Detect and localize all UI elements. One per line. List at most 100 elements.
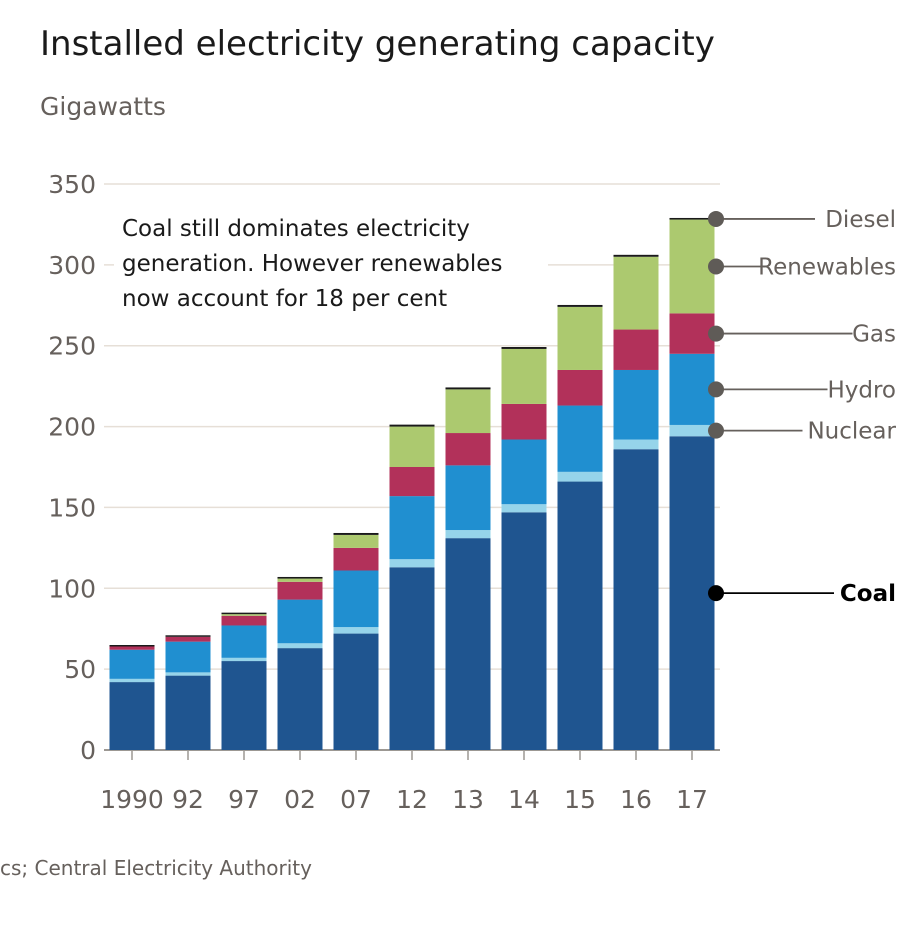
y-tick-label: 300 — [48, 251, 96, 280]
bar-segment-diesel — [501, 347, 547, 349]
x-tick-label: 12 — [396, 785, 428, 814]
bar-segment-nuclear — [109, 678, 155, 683]
legend-dot-hydro — [708, 381, 724, 398]
legend-dot-gas — [708, 325, 724, 342]
x-tick-label: 13 — [452, 785, 484, 814]
bar-segment-gas — [669, 313, 715, 354]
bar-segment-coal — [389, 567, 435, 750]
annotation-line: generation. However renewables — [122, 251, 502, 277]
bar-segment-hydro — [557, 405, 603, 472]
bar-segment-coal — [277, 648, 323, 750]
bar-segment-renewables — [389, 426, 435, 467]
legend-dot-coal — [708, 585, 724, 602]
bar-segment-diesel — [557, 304, 603, 307]
x-tick-label: 97 — [228, 785, 260, 814]
source-note: cs; Central Electricity Authority — [0, 856, 312, 880]
bar-segment-coal — [109, 682, 155, 750]
bar-segment-renewables — [333, 534, 379, 548]
bar-segment-coal — [613, 449, 659, 750]
bar-segment-gas — [557, 369, 603, 406]
x-tick-label: 16 — [620, 785, 652, 814]
legend-label-coal: Coal — [840, 581, 896, 607]
legend-dot-nuclear — [708, 422, 724, 439]
bar-segment-gas — [333, 547, 379, 571]
bar-segment-diesel — [613, 254, 659, 257]
legend-dot-renewables — [708, 258, 724, 275]
bar-segment-diesel — [277, 576, 323, 579]
annotation-background — [114, 206, 548, 312]
y-tick-label: 0 — [80, 736, 96, 765]
bar-segment-renewables — [669, 219, 715, 314]
legend-label-hydro: Hydro — [827, 377, 896, 403]
bar-segment-coal — [557, 481, 603, 750]
bar-segment-diesel — [109, 645, 155, 647]
bar-segment-nuclear — [501, 504, 547, 513]
bar-segment-renewables — [501, 348, 547, 404]
bar-segment-hydro — [165, 641, 211, 673]
bar-segment-hydro — [669, 353, 715, 425]
bar-segment-renewables — [557, 306, 603, 370]
bar-segment-gas — [389, 467, 435, 497]
y-tick-label: 250 — [48, 332, 96, 361]
bar-segment-diesel — [165, 635, 211, 637]
legend-label-renewables: Renewables — [758, 254, 896, 280]
bar-segment-diesel — [389, 424, 435, 427]
bar-segment-nuclear — [557, 471, 603, 482]
legend-label-nuclear: Nuclear — [807, 419, 896, 445]
x-tick-label: 15 — [564, 785, 596, 814]
bar-segment-diesel — [221, 612, 267, 615]
y-tick-label: 50 — [64, 655, 96, 684]
bar-segment-gas — [613, 329, 659, 370]
annotation-line: now account for 18 per cent — [122, 286, 447, 312]
chart-subtitle: Gigawatts — [40, 92, 166, 121]
bar-segment-diesel — [669, 217, 715, 220]
x-tick-label: 92 — [172, 785, 204, 814]
x-tick-label: 1990 — [100, 785, 164, 814]
bar-segment-nuclear — [221, 657, 267, 662]
x-tick-label: 02 — [284, 785, 316, 814]
bar-segment-hydro — [333, 570, 379, 628]
bar-segment-coal — [333, 633, 379, 750]
x-tick-label: 17 — [676, 785, 708, 814]
bar-segment-coal — [165, 675, 211, 750]
bar-segment-coal — [221, 661, 267, 750]
bar-segment-gas — [165, 636, 211, 642]
x-tick-label: 07 — [340, 785, 372, 814]
legend-label-gas: Gas — [852, 322, 896, 348]
legend-label-diesel: Diesel — [825, 207, 896, 233]
annotation-line: Coal still dominates electricity — [122, 216, 470, 242]
bar-segment-nuclear — [389, 559, 435, 568]
y-tick-label: 350 — [48, 170, 96, 199]
bar-segment-coal — [669, 436, 715, 750]
bar-segment-hydro — [277, 599, 323, 644]
bar-segment-nuclear — [333, 627, 379, 634]
bar-segment-hydro — [109, 649, 155, 679]
bar-segment-gas — [501, 403, 547, 440]
y-tick-label: 150 — [48, 493, 96, 522]
bar-segment-renewables — [277, 578, 323, 582]
bar-segment-gas — [277, 581, 323, 600]
chart-title: Installed electricity generating capacit… — [40, 24, 715, 64]
bar-segment-renewables — [445, 389, 491, 434]
bar-segment-hydro — [613, 369, 659, 440]
y-tick-label: 100 — [48, 574, 96, 603]
bar-segment-nuclear — [445, 530, 491, 539]
bar-segment-coal — [501, 512, 547, 750]
bar-segment-nuclear — [669, 424, 715, 437]
y-tick-label: 200 — [48, 413, 96, 442]
bar-segment-nuclear — [277, 643, 323, 649]
bar-segment-diesel — [333, 532, 379, 535]
bar-segment-hydro — [501, 439, 547, 505]
bar-segment-gas — [221, 615, 267, 626]
bar-segment-coal — [445, 538, 491, 750]
legend-dot-diesel — [708, 210, 724, 227]
bar-segment-diesel — [445, 387, 491, 390]
bar-segment-nuclear — [165, 672, 211, 676]
bar-segment-renewables — [221, 614, 267, 616]
bar-segment-nuclear — [613, 439, 659, 450]
bar-segment-hydro — [221, 625, 267, 658]
bar-segment-hydro — [445, 465, 491, 531]
bar-segment-gas — [445, 433, 491, 466]
bar-segment-renewables — [613, 256, 659, 330]
